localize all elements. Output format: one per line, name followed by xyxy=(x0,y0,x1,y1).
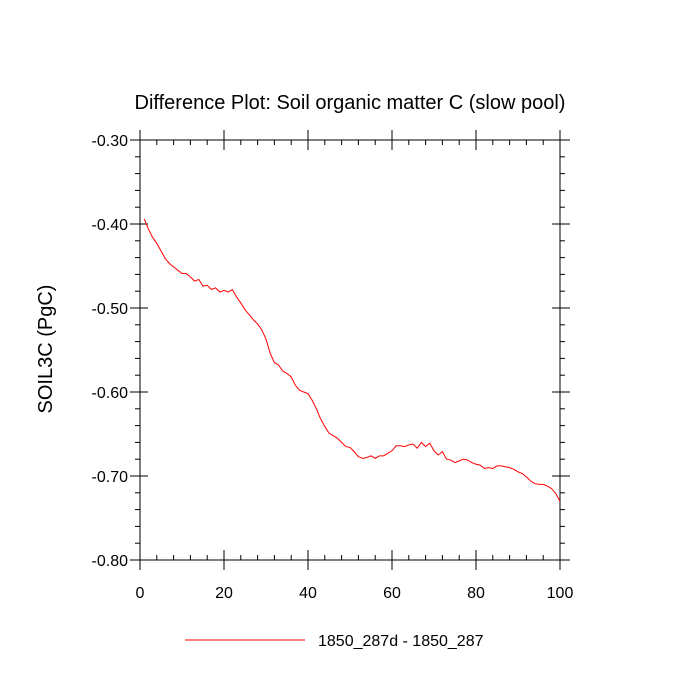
y-tick-label: -0.80 xyxy=(92,553,129,570)
x-tick-label: 80 xyxy=(467,585,485,602)
y-tick-label: -0.70 xyxy=(92,469,129,486)
y-tick-label: -0.60 xyxy=(92,385,129,402)
x-tick-label: 40 xyxy=(299,585,317,602)
x-tick-label: 100 xyxy=(547,585,574,602)
x-tick-label: 60 xyxy=(383,585,401,602)
x-tick-label: 20 xyxy=(215,585,233,602)
series-line xyxy=(143,218,561,502)
legend: 1850_287d - 1850_287 xyxy=(185,633,484,650)
x-tick-label: 0 xyxy=(136,585,145,602)
chart-title: Difference Plot: Soil organic matter C (… xyxy=(135,92,566,114)
y-tick-label: -0.40 xyxy=(92,217,129,234)
y-axis-label: SOIL3C (PgC) xyxy=(35,285,57,414)
plot-frame xyxy=(139,139,561,561)
y-tick-label: -0.50 xyxy=(92,301,129,318)
y-tick-label: -0.30 xyxy=(92,133,129,150)
legend-label: 1850_287d - 1850_287 xyxy=(318,633,484,650)
